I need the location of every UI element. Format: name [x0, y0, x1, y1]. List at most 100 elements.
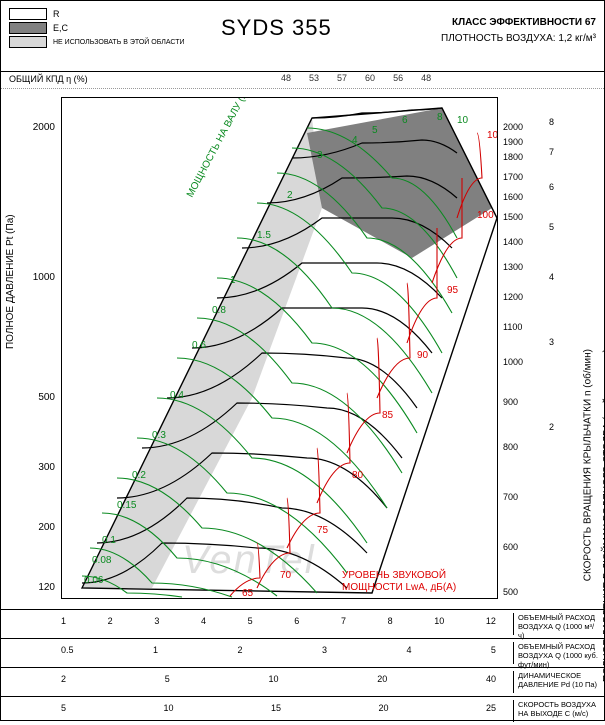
axis-row: 0.5 1 2 3 4 5 ОБЪЕМНЫЙ РАСХОД ВОЗДУХА Q (1000 …: [1, 638, 604, 667]
inwc-tick: 4: [549, 272, 554, 282]
svg-text:80: 80: [352, 470, 364, 481]
axis-label: ОБЪЕМНЫЙ РАСХОД ВОЗДУХА Q (1000 куб. фут…: [513, 642, 598, 664]
rpm-tick: 800: [503, 442, 518, 452]
eff-tick: 60: [365, 73, 375, 83]
inwc-tick: 3: [549, 337, 554, 347]
axis-tick: 1: [61, 616, 66, 626]
rpm-tick: 1800: [503, 152, 523, 162]
svg-text:105: 105: [487, 130, 497, 141]
axis-tick: 4: [201, 616, 206, 626]
axis-label: СКОРОСТЬ ВОЗДУХА НА ВЫХОДЕ С (м/с): [513, 700, 598, 722]
inwc-tick: 8: [549, 117, 554, 127]
axis-tick: 20: [377, 674, 387, 684]
inwc-tick: 5: [549, 222, 554, 232]
header-right: КЛАСС ЭФФЕКТИВНОСТИ 67 ПЛОТНОСТЬ ВОЗДУХА…: [441, 15, 596, 47]
svg-text:95: 95: [447, 285, 459, 296]
rpm-tick: 1000: [503, 357, 523, 367]
axis-tick: 15: [271, 703, 281, 713]
svg-text:70: 70: [280, 570, 292, 581]
svg-text:6: 6: [402, 115, 408, 126]
svg-text:0.15: 0.15: [117, 500, 137, 511]
rpm-tick: 1100: [503, 322, 522, 332]
y-left-ticks: 20001000500300200120: [27, 97, 57, 597]
y-left-tick: 300: [38, 462, 55, 473]
axis-tick: 0.5: [61, 645, 74, 655]
bottom-axes: 123456781012ОБЪЕМНЫЙ РАСХОД ВОЗДУХА Q (1…: [1, 609, 604, 725]
rpm-tick: 1600: [503, 192, 523, 202]
fan-chart-page: RE,CНЕ ИСПОЛЬЗОВАТЬ В ЭТОЙ ОБЛАСТИ SYDS …: [0, 0, 605, 721]
inwc-tick: 7: [549, 147, 554, 157]
legend-label: E,C: [53, 23, 68, 33]
svg-text:0.06: 0.06: [84, 575, 104, 586]
rpm-tick: 1500: [503, 212, 523, 222]
axis-tick: 5: [165, 674, 170, 684]
rpm-tick: 1700: [503, 172, 523, 182]
y-left-label: ПОЛНОЕ ДАВЛЕНИЕ Pt (Па): [5, 214, 16, 349]
efficiency-label: ОБЩИЙ КПД η (%): [9, 74, 88, 84]
axis-ticks: 510152025: [61, 703, 496, 713]
axis-ticks: 2 5 10 20 40: [61, 674, 496, 684]
legend-row: R: [9, 7, 185, 21]
y-left-tick: 2000: [33, 122, 55, 133]
efficiency-class: КЛАСС ЭФФЕКТИВНОСТИ 67: [452, 17, 596, 28]
svg-text:0.2: 0.2: [132, 470, 146, 481]
svg-text:0.3: 0.3: [152, 430, 166, 441]
inwc-tick: 2: [549, 422, 554, 432]
axis-ticks: 123456781012: [61, 616, 496, 626]
header: RE,CНЕ ИСПОЛЬЗОВАТЬ В ЭТОЙ ОБЛАСТИ SYDS …: [1, 1, 604, 72]
eff-tick: 48: [421, 73, 431, 83]
svg-text:8: 8: [437, 112, 443, 123]
legend-swatch: [9, 8, 47, 20]
axis-tick: 1: [153, 645, 158, 655]
svg-text:0.4: 0.4: [170, 390, 184, 401]
legend-row: НЕ ИСПОЛЬЗОВАТЬ В ЭТОЙ ОБЛАСТИ: [9, 35, 185, 49]
axis-tick: 3: [322, 645, 327, 655]
y-left-tick: 1000: [33, 272, 55, 283]
eff-tick: 53: [309, 73, 319, 83]
svg-text:5: 5: [372, 125, 378, 136]
axis-tick: 8: [388, 616, 393, 626]
axis-row: 123456781012ОБЪЕМНЫЙ РАСХОД ВОЗДУХА Q (1…: [1, 609, 604, 638]
svg-text:75: 75: [317, 525, 329, 536]
axis-tick: 2: [108, 616, 113, 626]
rpm-tick: 700: [503, 492, 518, 502]
efficiency-row: ОБЩИЙ КПД η (%) 485357605648: [1, 72, 604, 89]
legend: R E,C НЕ ИСПОЛЬЗОВАТЬ В ЭТОЙ ОБЛАСТИ: [9, 7, 185, 49]
y-left-tick: 120: [38, 582, 55, 593]
air-density: ПЛОТНОСТЬ ВОЗДУХА: 1,2 кг/м³: [441, 33, 596, 44]
axis-tick: 7: [341, 616, 346, 626]
rpm-tick: 1200: [503, 292, 523, 302]
y-left-tick: 200: [38, 522, 55, 533]
rpm-tick: 1900: [503, 137, 523, 147]
axis-tick: 5: [248, 616, 253, 626]
eff-tick: 56: [393, 73, 403, 83]
axis-ticks: 0.5 1 2 3 4 5: [61, 645, 496, 655]
svg-text:0.1: 0.1: [102, 535, 116, 546]
rpm-tick: 500: [503, 587, 518, 597]
axis-tick: 2: [237, 645, 242, 655]
plot-area: ПОЛНОЕ ДАВЛЕНИЕ Pt (Па) СКОРОСТЬ ВРАЩЕНИ…: [1, 89, 604, 609]
axis-tick: 4: [406, 645, 411, 655]
svg-text:МОЩНОСТИ LwA, дБ(А): МОЩНОСТИ LwA, дБ(А): [342, 582, 456, 593]
axis-tick: 5: [491, 645, 496, 655]
axis-tick: 6: [294, 616, 299, 626]
inwc-tick: 6: [549, 182, 554, 192]
rpm-tick: 2000: [503, 122, 523, 132]
axis-tick: 20: [378, 703, 388, 713]
axis-label: ДИНАМИЧЕСКОЕ ДАВЛЕНИЕ Pd (10 Па): [513, 671, 598, 693]
svg-text:УРОВЕНЬ ЗВУКОВОЙ: УРОВЕНЬ ЗВУКОВОЙ: [342, 568, 446, 581]
axis-tick: 10: [434, 616, 444, 626]
axis-tick: 40: [486, 674, 496, 684]
eff-tick: 48: [281, 73, 291, 83]
axis-tick: 10: [268, 674, 278, 684]
axis-tick: 2: [61, 674, 66, 684]
y-right-ticks: 2000190018001700160015001400130012001100…: [501, 97, 541, 597]
legend-label: R: [53, 9, 60, 19]
svg-text:МОЩНОСТЬ НА ВАЛУ (кВт): МОЩНОСТЬ НА ВАЛУ (кВт): [185, 98, 256, 199]
svg-text:3: 3: [317, 150, 323, 161]
svg-text:65: 65: [242, 588, 254, 598]
rpm-tick: 1300: [503, 262, 523, 272]
axis-label: ОБЪЕМНЫЙ РАСХОД ВОЗДУХА Q (1000 м³/ч): [513, 613, 598, 635]
svg-text:1.5: 1.5: [257, 230, 271, 241]
svg-text:0.8: 0.8: [212, 305, 226, 316]
